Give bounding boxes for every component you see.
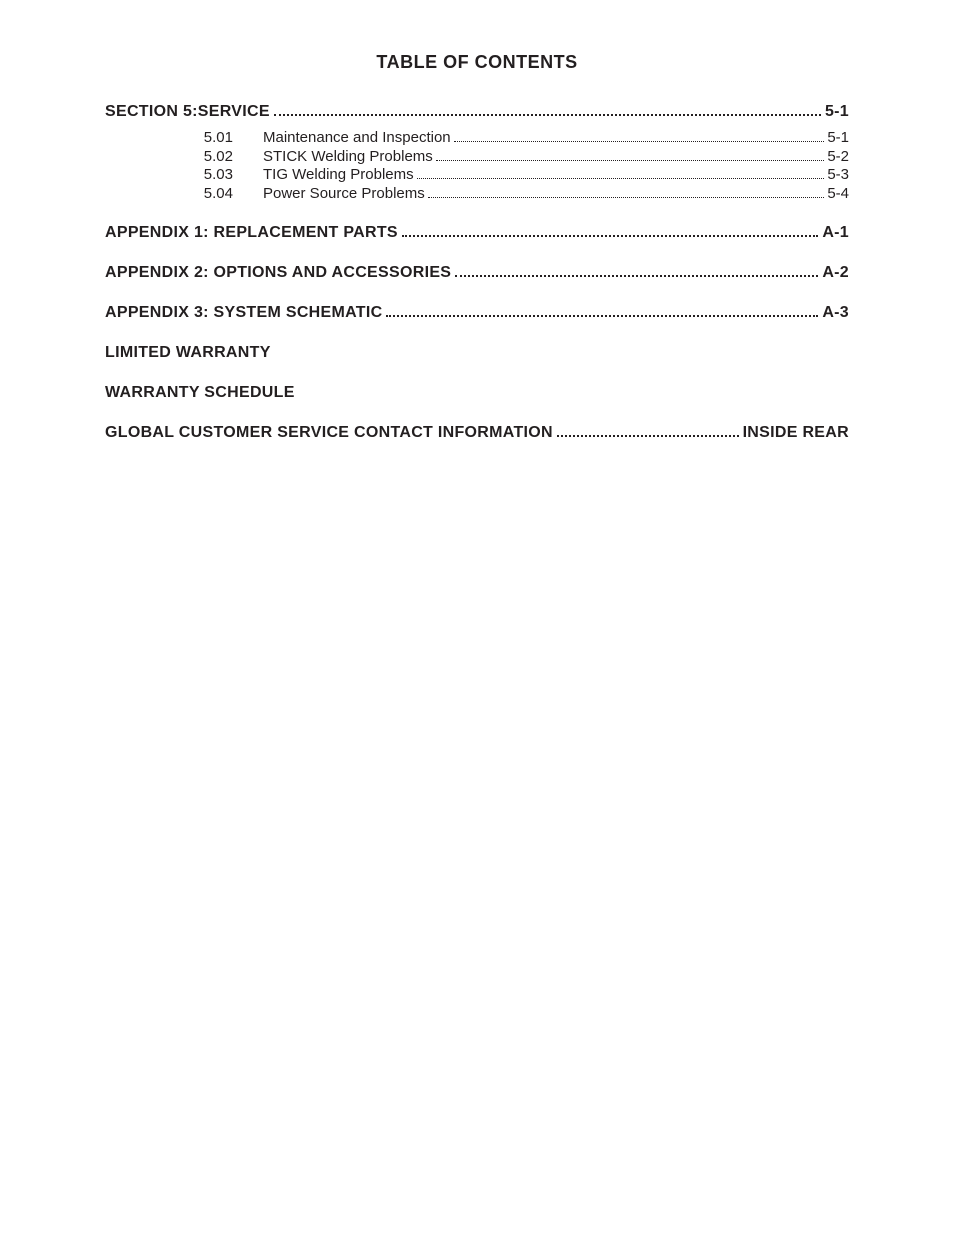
toc-section-label: APPENDIX 3: SYSTEM SCHEMATIC	[105, 304, 382, 322]
toc-subitem-page: 5-2	[827, 148, 849, 165]
toc-section: APPENDIX 1: REPLACEMENT PARTS A-1	[105, 224, 849, 242]
leader-dots	[436, 160, 825, 161]
toc-section-page: A-2	[822, 264, 849, 282]
page-title: TABLE OF CONTENTS	[105, 52, 849, 73]
toc-subitem-number: 5.01	[169, 129, 233, 146]
toc-section-page: INSIDE REAR	[743, 424, 849, 442]
toc-subitem-label: Power Source Problems	[263, 185, 425, 202]
toc-section-label: SECTION 5:SERVICE	[105, 103, 270, 121]
toc-section: SECTION 5:SERVICE 5-1	[105, 103, 849, 121]
toc-subitem-number: 5.02	[169, 148, 233, 165]
toc-section-label: GLOBAL CUSTOMER SERVICE CONTACT INFORMAT…	[105, 424, 553, 442]
toc-section-page: A-1	[822, 224, 849, 242]
leader-dots	[557, 435, 739, 437]
toc-subitem-number: 5.04	[169, 185, 233, 202]
leader-dots	[274, 114, 821, 116]
toc-subitem-label: STICK Welding Problems	[263, 148, 433, 165]
page: TABLE OF CONTENTS SECTION 5:SERVICE5-15.…	[0, 0, 954, 442]
toc-subitem: 5.02 STICK Welding Problems 5-2	[105, 148, 849, 165]
toc-subitem: 5.04 Power Source Problems 5-4	[105, 185, 849, 202]
toc-section-page: 5-1	[825, 103, 849, 121]
toc-section-label: WARRANTY SCHEDULE	[105, 384, 295, 402]
toc-subitem: 5.01 Maintenance and Inspection 5-1	[105, 129, 849, 146]
leader-dots	[386, 315, 818, 317]
leader-dots	[455, 275, 818, 277]
leader-dots	[454, 141, 825, 142]
toc-subitem-page: 5-1	[827, 129, 849, 146]
toc-section: APPENDIX 3: SYSTEM SCHEMATIC A-3	[105, 304, 849, 322]
toc-section-label: LIMITED WARRANTY	[105, 344, 271, 362]
toc-section-label: APPENDIX 1: REPLACEMENT PARTS	[105, 224, 398, 242]
toc-section: APPENDIX 2: OPTIONS AND ACCESSORIES A-2	[105, 264, 849, 282]
toc-section-label: APPENDIX 2: OPTIONS AND ACCESSORIES	[105, 264, 451, 282]
toc-subitem-label: Maintenance and Inspection	[263, 129, 451, 146]
toc-subitem-label: TIG Welding Problems	[263, 166, 414, 183]
leader-dots	[417, 178, 825, 179]
toc-subitem-page: 5-3	[827, 166, 849, 183]
toc-section-page: A-3	[822, 304, 849, 322]
toc-subitem: 5.03 TIG Welding Problems 5-3	[105, 166, 849, 183]
toc-section: LIMITED WARRANTY	[105, 344, 849, 362]
toc-subitem-page: 5-4	[827, 185, 849, 202]
leader-dots	[402, 235, 818, 237]
leader-dots	[428, 197, 825, 198]
toc-subitem-number: 5.03	[169, 166, 233, 183]
toc-section: GLOBAL CUSTOMER SERVICE CONTACT INFORMAT…	[105, 424, 849, 442]
table-of-contents: SECTION 5:SERVICE 5-1 5.01 Maintenance and …	[105, 103, 849, 442]
toc-section: WARRANTY SCHEDULE	[105, 384, 849, 402]
